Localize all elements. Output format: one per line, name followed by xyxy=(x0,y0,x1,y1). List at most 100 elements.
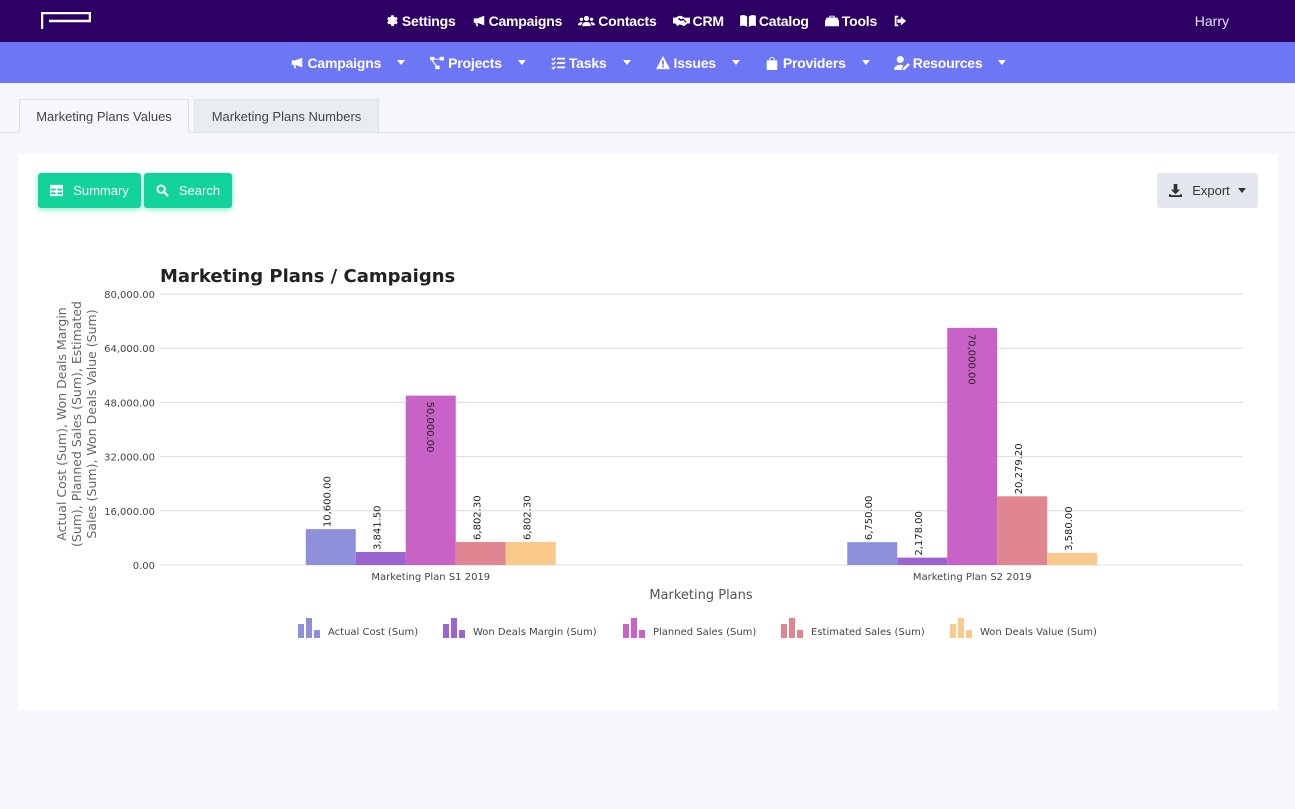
bar-data-label: 2,178.00 xyxy=(914,511,925,556)
chevron-down-icon xyxy=(861,60,870,65)
legend-swatch xyxy=(639,630,645,638)
bar[interactable] xyxy=(355,551,406,565)
topnav-item-label: Settings xyxy=(401,13,456,29)
report-panel: Summary Search Export 0.00 16,000.00 32,00… xyxy=(18,154,1278,710)
chevron-down-icon xyxy=(731,60,740,65)
x-axis-label: Marketing Plans xyxy=(649,588,753,603)
megaphone-icon xyxy=(291,57,302,68)
legend-label: Won Deals Value (Sum) xyxy=(980,627,1097,638)
x-tick-label: Marketing Plan S1 2019 xyxy=(371,572,490,583)
subnav-item-label: Campaigns xyxy=(307,54,382,71)
logo[interactable] xyxy=(41,12,91,30)
sign-out-icon xyxy=(894,15,907,27)
shopping-bag-icon xyxy=(766,56,778,70)
project-diagram-icon xyxy=(430,56,445,69)
legend-label: Won Deals Margin (Sum) xyxy=(473,627,597,638)
topnav-item-label: Catalog xyxy=(758,13,809,29)
legend-item[interactable]: Planned Sales (Sum) xyxy=(623,618,756,638)
y-axis-label-line-1: Actual Cost (Sum), Won Deals Margin xyxy=(54,307,69,540)
bar-data-label: 50,000.00 xyxy=(424,402,435,453)
bar[interactable] xyxy=(847,542,898,565)
topnav-item-label: Campaigns xyxy=(488,13,563,29)
bar[interactable] xyxy=(897,557,948,565)
chevron-down-icon xyxy=(622,60,631,65)
chevron-down-icon xyxy=(998,60,1007,65)
bar[interactable] xyxy=(947,327,998,565)
megaphone-icon xyxy=(473,15,484,27)
legend-item[interactable]: Actual Cost (Sum) xyxy=(298,618,418,638)
user-menu[interactable]: Harry xyxy=(1194,13,1229,29)
bar-data-label: 20,279.20 xyxy=(1014,443,1025,494)
subnav-item-campaigns[interactable]: Campaigns xyxy=(289,55,406,71)
topnav-item-contacts[interactable]: Contacts xyxy=(578,13,657,29)
table-icon xyxy=(50,184,64,197)
summary-button[interactable]: Summary xyxy=(38,173,141,208)
chart-title: Marketing Plans / Campaigns xyxy=(160,266,455,287)
bar-data-label: 6,802.30 xyxy=(523,495,534,540)
search-button[interactable]: Search xyxy=(144,173,232,208)
legend-swatch xyxy=(966,630,972,638)
topnav-item-settings[interactable]: Settings xyxy=(385,13,456,29)
legend-item[interactable]: Won Deals Value (Sum) xyxy=(950,618,1097,638)
sub-navbar: Campaigns Projects Tasks Issues Provider… xyxy=(0,42,1295,83)
bar[interactable] xyxy=(455,541,506,565)
bar-chart: 0.00 16,000.00 32,000.00 48,000.00 64,000.00… xyxy=(54,266,1243,638)
legend-label: Planned Sales (Sum) xyxy=(653,627,756,638)
legend-item[interactable]: Won Deals Margin (Sum) xyxy=(443,618,597,638)
legend-item[interactable]: Estimated Sales (Sum) xyxy=(781,618,925,638)
toolbox-icon xyxy=(824,15,839,27)
topnav-item-campaigns[interactable]: Campaigns xyxy=(472,13,563,29)
search-icon xyxy=(156,184,169,197)
subnav-item-label: Issues xyxy=(673,54,717,71)
legend-swatch xyxy=(958,618,964,638)
legend-swatch xyxy=(443,624,449,638)
y-axis-label-line-3: Sales (Sum), Won Deals Value (Sum) xyxy=(84,309,99,538)
top-navbar: Settings Campaigns Contacts CRM Catalog … xyxy=(0,0,1295,42)
subnav-item-label: Projects xyxy=(448,54,502,71)
y-tick-label: 48,000.00 xyxy=(104,398,155,409)
y-tick-label: 80,000.00 xyxy=(104,290,155,301)
legend-label: Actual Cost (Sum) xyxy=(328,627,418,638)
bar-data-label: 3,580.00 xyxy=(1064,506,1075,551)
y-tick-label: 32,000.00 xyxy=(104,453,155,464)
legend-swatch xyxy=(950,624,956,638)
topnav-item-label: CRM xyxy=(692,13,724,29)
bar-data-label: 3,841.50 xyxy=(373,505,384,550)
subnav-item-resources[interactable]: Resources xyxy=(893,55,1007,71)
topnav-item-label: Contacts xyxy=(598,13,657,29)
legend-swatch xyxy=(631,618,637,638)
bar[interactable] xyxy=(505,541,556,565)
y-axis-label-line-2: (Sum), Planned Sales (Sum), Estimated xyxy=(69,301,84,547)
topnav-item-catalog[interactable]: Catalog xyxy=(739,13,809,29)
subnav-item-providers[interactable]: Providers xyxy=(764,55,870,71)
legend-label: Estimated Sales (Sum) xyxy=(811,627,925,638)
subnav-item-tasks[interactable]: Tasks xyxy=(550,55,631,71)
legend-swatch xyxy=(789,618,795,638)
export-button-label: Export xyxy=(1192,183,1230,198)
legend-swatch xyxy=(314,630,320,638)
x-tick-label: Marketing Plan S2 2019 xyxy=(913,572,1032,583)
tab-marketing-plans-numbers[interactable]: Marketing Plans Numbers xyxy=(194,99,379,133)
book-icon xyxy=(739,15,756,28)
download-icon xyxy=(1169,184,1183,197)
export-button[interactable]: Export xyxy=(1157,173,1258,208)
topnav-item-tools[interactable]: Tools xyxy=(824,13,877,29)
user-edit-icon xyxy=(893,55,910,70)
subnav-item-issues[interactable]: Issues xyxy=(655,55,740,71)
bar-data-label: 10,600.00 xyxy=(323,476,334,527)
tab-bar: Marketing Plans Values Marketing Plans N… xyxy=(0,99,1295,133)
bar[interactable] xyxy=(997,496,1048,565)
topnav-item-crm[interactable]: CRM xyxy=(672,13,724,29)
logout-button[interactable] xyxy=(893,14,910,28)
bar[interactable] xyxy=(305,529,356,565)
subnav-item-projects[interactable]: Projects xyxy=(429,55,526,71)
legend-swatch xyxy=(797,630,803,638)
legend-swatch xyxy=(623,624,629,638)
bar[interactable] xyxy=(1047,552,1098,565)
tab-marketing-plans-values[interactable]: Marketing Plans Values xyxy=(19,99,189,133)
subnav-item-label: Providers xyxy=(782,54,846,71)
chevron-down-icon xyxy=(517,60,526,65)
users-icon xyxy=(578,15,596,27)
bar[interactable] xyxy=(405,395,456,565)
bar-data-label: 6,802.30 xyxy=(473,495,484,540)
